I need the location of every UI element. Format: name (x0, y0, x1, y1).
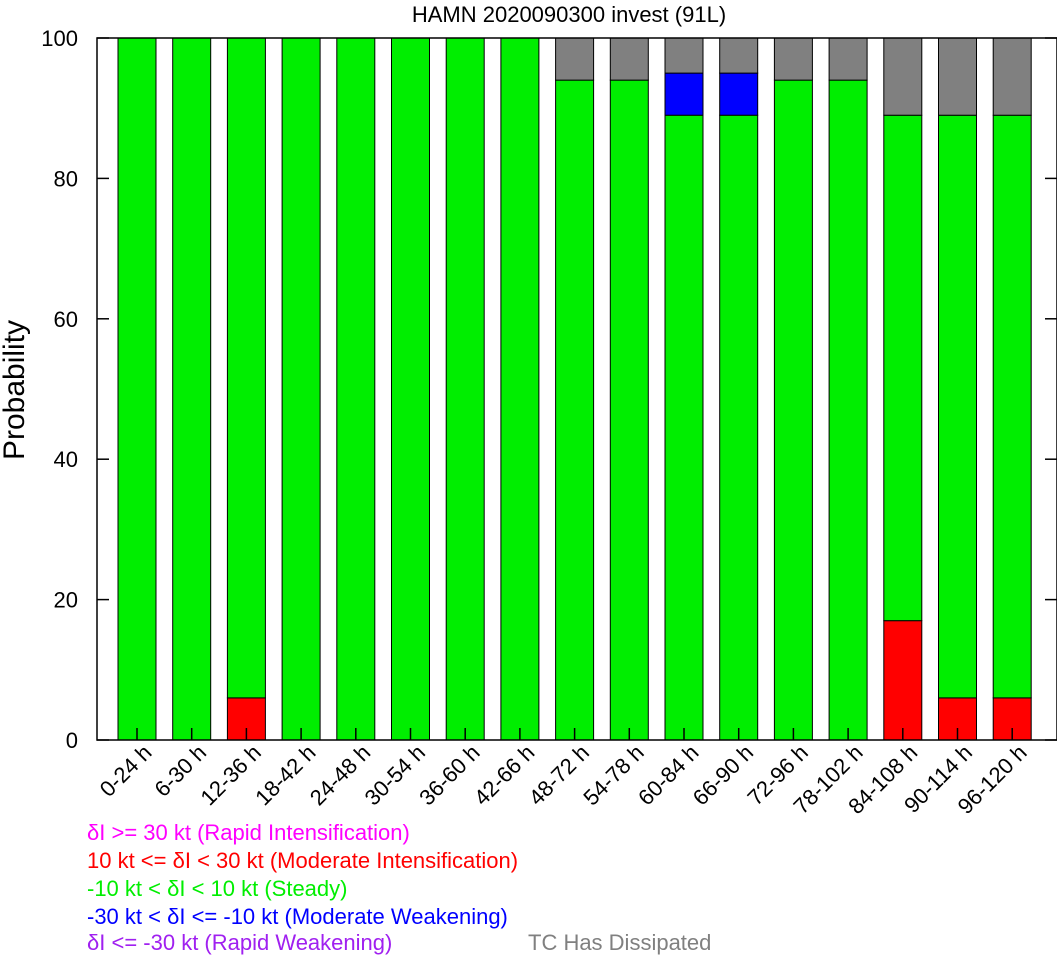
bar-segment-tc-has-dissipated (664, 37, 704, 74)
bar-segment-steady (445, 37, 485, 741)
x-tick-label: 66-90 h (688, 740, 758, 810)
bar-segment-steady (828, 79, 868, 741)
bar-segment-steady (883, 114, 923, 622)
legend-tc-dissipated: TC Has Dissipated (528, 930, 712, 955)
bar-segment-steady (226, 37, 266, 699)
bar-segment-steady (938, 114, 977, 699)
bar-segment-steady (336, 37, 376, 741)
x-tick-label: 48-72 h (524, 740, 594, 810)
bar-segment-tc-has-dissipated (938, 37, 977, 116)
bar-segment-steady (391, 37, 430, 741)
y-tick-label: 20 (54, 588, 78, 613)
x-tick-label: 30-54 h (360, 740, 430, 810)
plot-frame (96, 37, 1057, 741)
x-tick-label: 12-36 h (195, 740, 265, 810)
legend-steady: -10 kt < δI < 10 kt (Steady) (87, 876, 348, 901)
y-axis-label: Probability (0, 320, 31, 460)
legend-rapid-intensification: δI >= 30 kt (Rapid Intensification) (87, 820, 410, 845)
bars-group (117, 37, 1032, 741)
y-tick-label: 80 (54, 166, 78, 191)
bar-segment-steady (555, 79, 595, 741)
bar-segment-steady (719, 114, 759, 741)
x-tick-label: 36-60 h (414, 740, 484, 810)
bar-segment-steady (117, 37, 157, 741)
bar-segment-moderate-weakening (719, 72, 759, 116)
legend-moderate-intensification: 10 kt <= δI < 30 kt (Moderate Intensific… (87, 848, 519, 873)
bar-segment-moderate-intensification (883, 620, 923, 741)
y-tick-label: 0 (66, 728, 78, 753)
bar-segment-steady (609, 79, 649, 741)
y-tick-label: 60 (54, 307, 78, 332)
bar-segment-tc-has-dissipated (609, 37, 649, 81)
chart-title: HAMN 2020090300 invest (91L) (412, 2, 726, 27)
x-tick-label: 0-24 h (95, 740, 157, 802)
bar-segment-steady (664, 114, 704, 741)
x-tick-label: 18-42 h (250, 740, 320, 810)
y-tick-label: 100 (41, 26, 78, 51)
bar-segment-steady (172, 37, 212, 741)
bar-segment-tc-has-dissipated (555, 37, 595, 81)
bar-segment-tc-has-dissipated (883, 37, 923, 116)
x-tick-label: 60-84 h (633, 740, 703, 810)
bar-segment-moderate-weakening (664, 72, 704, 116)
axis-ticks (97, 37, 1057, 741)
bar-segment-tc-has-dissipated (719, 37, 759, 74)
y-tick-labels: 0 20 40 60 80 100 (41, 26, 78, 753)
legend-rapid-weakening: δI <= -30 kt (Rapid Weakening) (87, 930, 393, 955)
bar-segment-tc-has-dissipated (773, 37, 813, 81)
x-tick-label: 42-66 h (469, 740, 539, 810)
bar-segment-steady (500, 37, 540, 741)
bar-segment-steady (992, 114, 1032, 699)
x-tick-labels: 0-24 h6-30 h12-36 h18-42 h24-48 h30-54 h… (95, 740, 1032, 819)
bar-segment-tc-has-dissipated (828, 37, 868, 81)
x-tick-label: 54-78 h (578, 740, 648, 810)
legend-moderate-weakening: -30 kt < δI <= -10 kt (Moderate Weakenin… (87, 904, 508, 929)
bar-segment-steady (281, 37, 321, 741)
y-tick-label: 40 (54, 447, 78, 472)
bar-segment-tc-has-dissipated (992, 37, 1032, 116)
bar-segment-steady (773, 79, 813, 741)
x-tick-label: 24-48 h (305, 740, 375, 810)
